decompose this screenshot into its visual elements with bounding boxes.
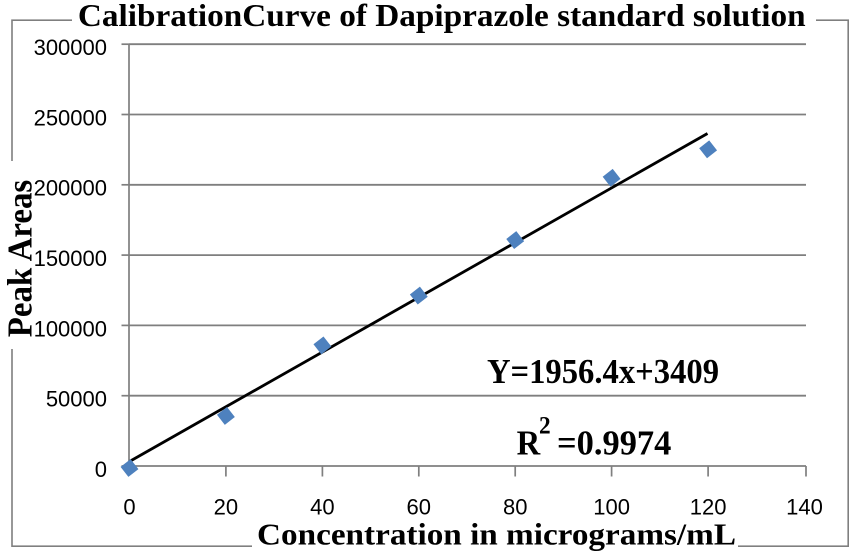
svg-text:200000: 200000 [34, 176, 107, 201]
svg-text:140: 140 [786, 495, 823, 520]
svg-text:Peak Areas: Peak Areas [2, 180, 40, 337]
svg-text:20: 20 [214, 495, 238, 520]
svg-text:250000: 250000 [34, 105, 107, 130]
svg-text:100: 100 [593, 495, 630, 520]
svg-text:0: 0 [123, 495, 135, 520]
svg-text:150000: 150000 [34, 246, 107, 271]
svg-text:80: 80 [503, 495, 527, 520]
svg-text:Concentration in micrograms/mL: Concentration in micrograms/mL [257, 518, 736, 552]
svg-text:R: R [517, 424, 541, 462]
svg-text:2: 2 [539, 412, 551, 440]
svg-text:60: 60 [407, 495, 431, 520]
svg-text:0: 0 [95, 457, 107, 482]
svg-text:100000: 100000 [34, 316, 107, 341]
svg-text:50000: 50000 [46, 387, 107, 412]
svg-text:120: 120 [690, 495, 727, 520]
svg-text:40: 40 [310, 495, 334, 520]
svg-text:300000: 300000 [34, 35, 107, 60]
svg-text:CalibrationCurve of Dapiprazol: CalibrationCurve of Dapiprazole standard… [78, 0, 806, 34]
svg-text:Y=1956.4x+3409: Y=1956.4x+3409 [487, 353, 719, 391]
svg-text:=0.9974: =0.9974 [557, 423, 671, 462]
